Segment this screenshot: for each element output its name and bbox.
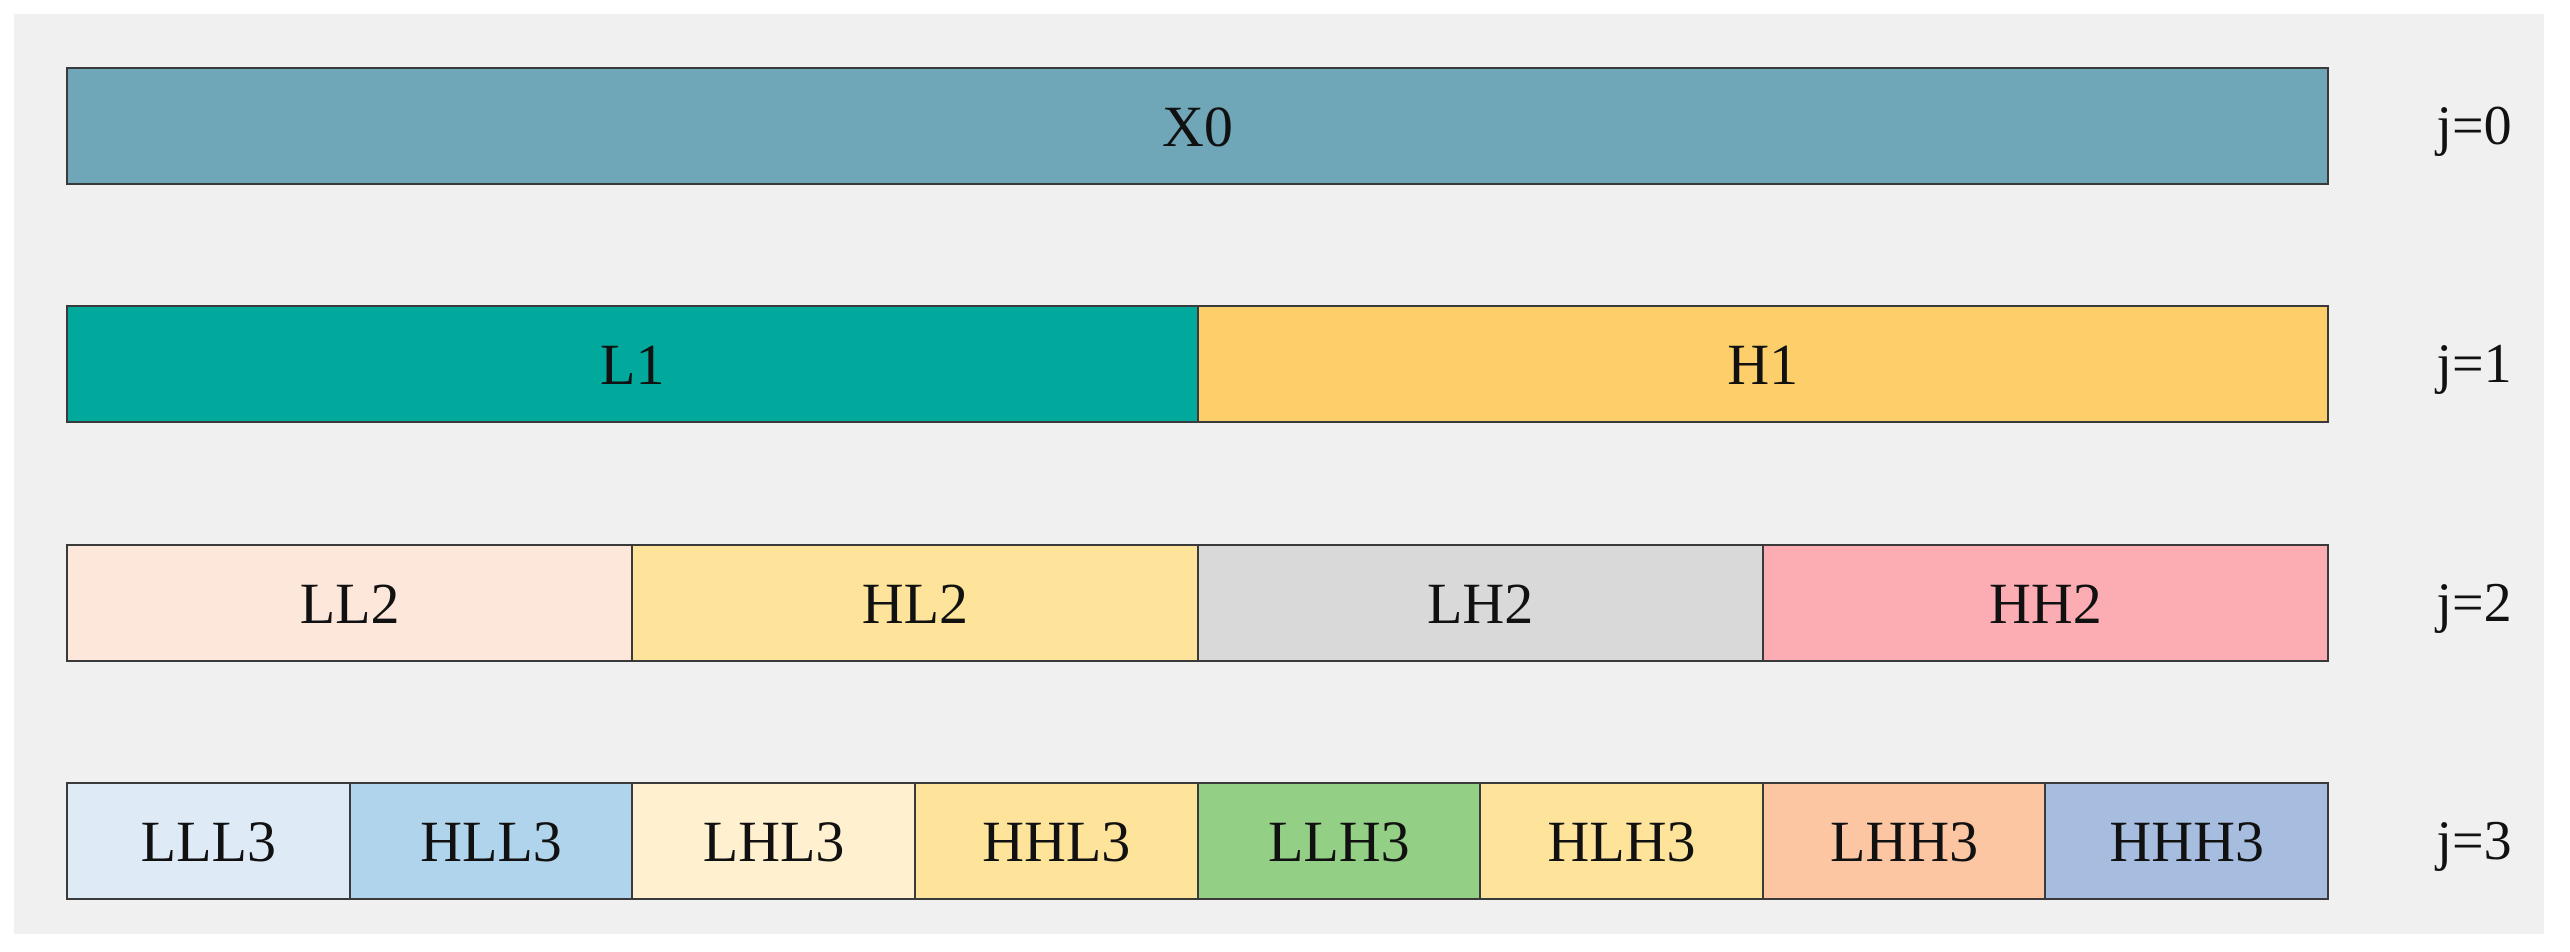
level-0-label: j=0	[2436, 95, 2512, 157]
block-hh2: HH2	[1761, 546, 2327, 660]
level-3-label: j=3	[2436, 810, 2512, 872]
wavelet-decomposition-diagram: X0 j=0 L1 H1 j=1 LL2 HL2 LH2 HH2 j=2 LLL…	[14, 14, 2544, 934]
level-1-row: L1 H1	[66, 305, 2329, 423]
block-hhl3: HHL3	[913, 784, 1197, 898]
block-h1: H1	[1196, 307, 2327, 421]
level-2-label: j=2	[2436, 572, 2512, 634]
block-hl2: HL2	[631, 546, 1197, 660]
block-ll2: LL2	[68, 546, 632, 660]
level-0-row: X0	[66, 67, 2329, 185]
block-hhh3: HHH3	[2044, 784, 2327, 898]
block-hll3: HLL3	[348, 784, 632, 898]
block-x0: X0	[68, 69, 2327, 183]
level-3-row: LLL3 HLL3 LHL3 HHL3 LLH3 HLH3 LHH3 HHH3	[66, 782, 2329, 900]
block-lhh3: LHH3	[1761, 784, 2045, 898]
block-lh2: LH2	[1196, 546, 1762, 660]
block-l1: L1	[68, 307, 1197, 421]
level-2-row: LL2 HL2 LH2 HH2	[66, 544, 2329, 662]
block-lhl3: LHL3	[631, 784, 914, 898]
level-1-label: j=1	[2436, 333, 2512, 395]
block-lll3: LLL3	[68, 784, 349, 898]
block-llh3: LLH3	[1196, 784, 1480, 898]
block-hlh3: HLH3	[1479, 784, 1762, 898]
